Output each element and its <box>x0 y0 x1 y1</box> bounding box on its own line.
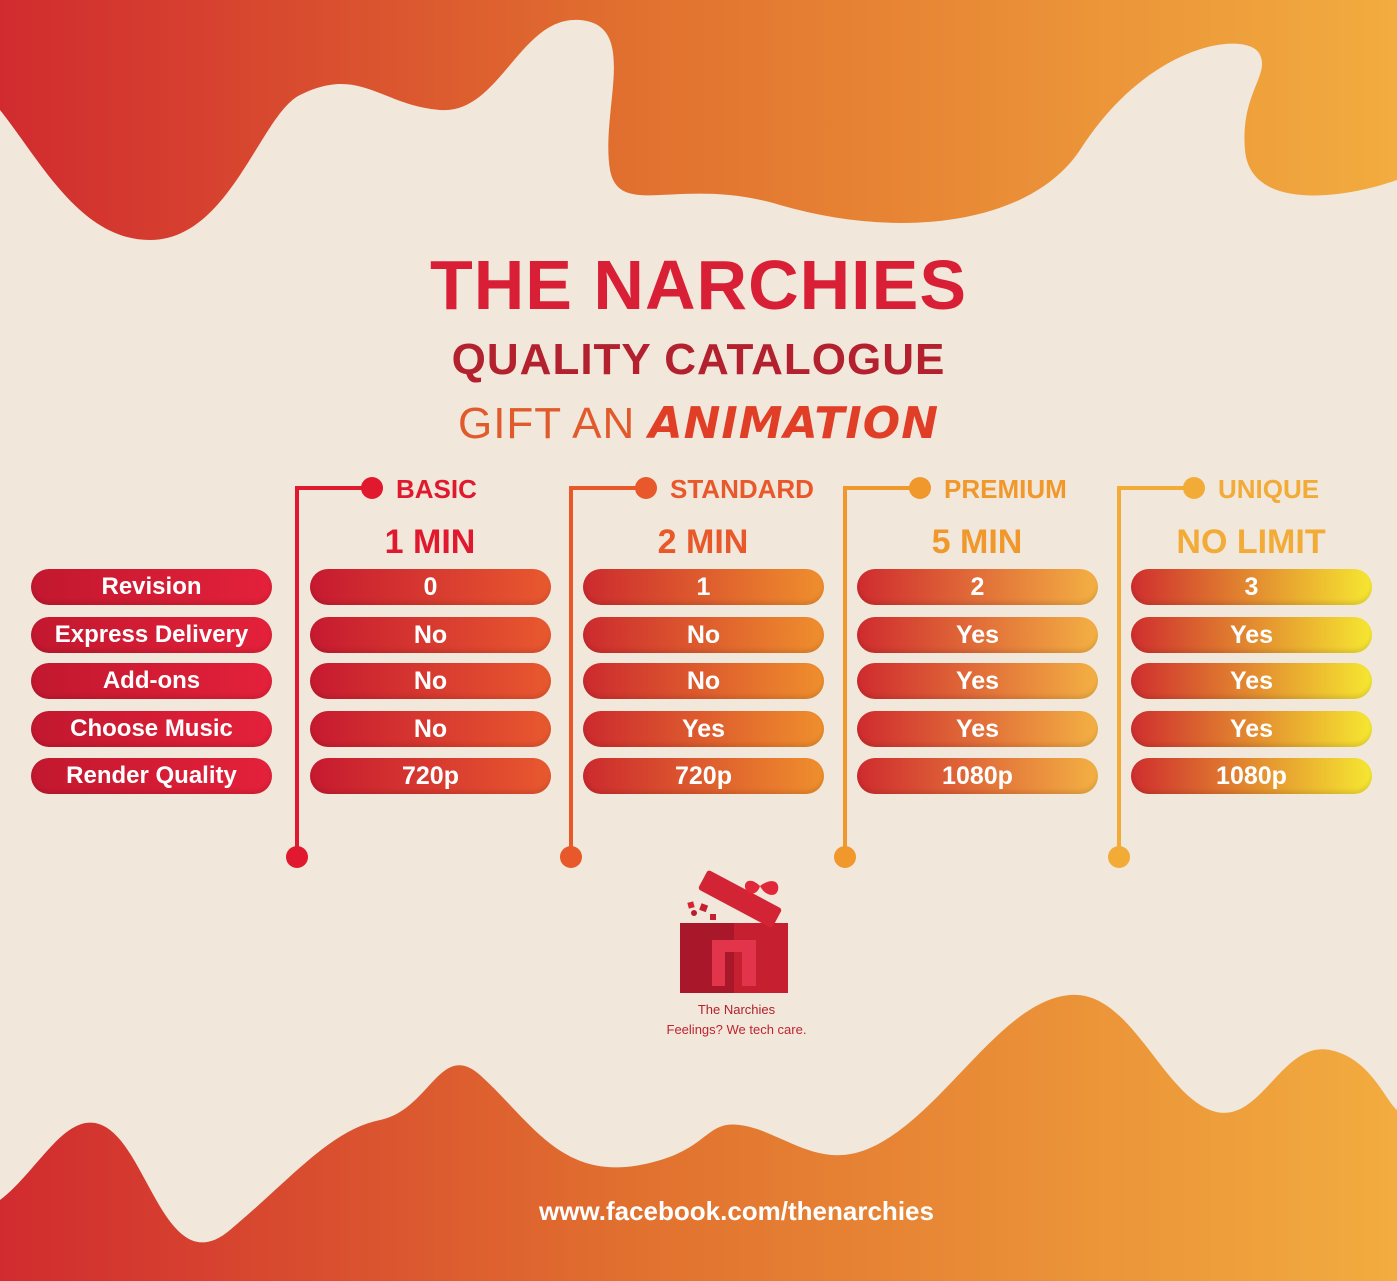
tier-value-premium: 2 <box>857 569 1098 605</box>
brand-name: The Narchies <box>697 1002 776 1017</box>
tagline-accent: ANIMATION <box>648 398 940 449</box>
connector-bottom-dot <box>560 846 582 868</box>
tier-value-basic: No <box>310 617 551 653</box>
feature-label-revision: Revision <box>31 569 272 605</box>
connector-basic <box>295 486 372 857</box>
tier-name-standard: STANDARD <box>670 474 814 504</box>
facebook-link[interactable]: www.facebook.com/thenarchies <box>539 1196 934 1226</box>
tier-value-basic: No <box>310 711 551 747</box>
tier-value-premium: 1080p <box>857 758 1098 794</box>
connector-bottom-dot <box>834 846 856 868</box>
gift-box-n-logo-icon <box>680 870 788 993</box>
tier-value-standard: 720p <box>583 758 824 794</box>
connector-top-dot <box>909 477 931 499</box>
tier-value-premium: Yes <box>857 663 1098 699</box>
tier-value-standard: 1 <box>583 569 824 605</box>
tier-duration-basic: 1 MIN <box>384 523 476 561</box>
feature-label-choose-music: Choose Music <box>31 711 272 747</box>
tier-value-standard: No <box>583 617 824 653</box>
tier-value-premium: Yes <box>857 617 1098 653</box>
brand-tagline: Feelings? We tech care. <box>666 1022 807 1037</box>
page-subtitle: QUALITY CATALOGUE <box>451 335 946 384</box>
tier-value-standard: Yes <box>583 711 824 747</box>
tier-name-unique: UNIQUE <box>1218 474 1320 504</box>
tier-value-premium: Yes <box>857 711 1098 747</box>
connector-top-dot <box>635 477 657 499</box>
connector-standard <box>569 486 646 857</box>
connector-unique <box>1117 486 1194 857</box>
feature-label-add-ons: Add-ons <box>31 663 272 699</box>
tagline: GIFT AN ANIMATION <box>0 398 1397 449</box>
tier-value-basic: No <box>310 663 551 699</box>
feature-label-render-quality: Render Quality <box>31 758 272 794</box>
tier-value-unique: Yes <box>1131 663 1372 699</box>
bottom-wave <box>0 994 1397 1281</box>
tier-duration-unique: NO LIMIT <box>1176 523 1326 561</box>
tier-value-standard: No <box>583 663 824 699</box>
page-title: THE NARCHIES <box>429 246 968 324</box>
tagline-prefix: GIFT AN <box>457 399 636 448</box>
tier-value-basic: 720p <box>310 758 551 794</box>
feature-label-express-delivery: Express Delivery <box>31 617 272 653</box>
tier-duration-standard: 2 MIN <box>657 523 749 561</box>
connector-top-dot <box>1183 477 1205 499</box>
tier-duration-premium: 5 MIN <box>931 523 1023 561</box>
top-wave <box>0 0 1397 240</box>
tier-name-premium: PREMIUM <box>944 474 1067 504</box>
tier-value-unique: Yes <box>1131 617 1372 653</box>
tier-value-unique: 1080p <box>1131 758 1372 794</box>
connector-top-dot <box>361 477 383 499</box>
connector-bottom-dot <box>286 846 308 868</box>
tier-value-unique: Yes <box>1131 711 1372 747</box>
tier-name-basic: BASIC <box>396 474 477 504</box>
tier-value-unique: 3 <box>1131 569 1372 605</box>
connector-premium <box>843 486 920 857</box>
tier-value-basic: 0 <box>310 569 551 605</box>
connector-bottom-dot <box>1108 846 1130 868</box>
